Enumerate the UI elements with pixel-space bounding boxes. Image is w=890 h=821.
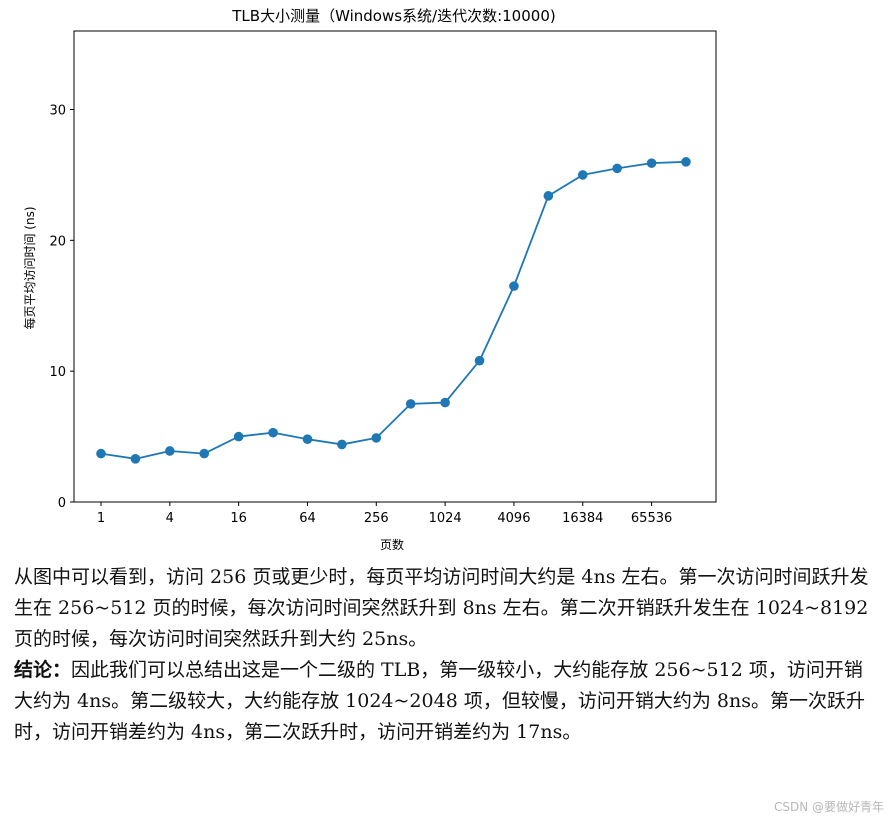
x-axis-label: 页数 [380, 537, 404, 552]
y-tick-label: 0 [58, 496, 66, 511]
data-point-marker [405, 399, 416, 409]
data-point-marker [681, 157, 691, 167]
series-layer [96, 157, 691, 464]
data-point-marker [646, 158, 657, 168]
x-tick-label: 16384 [562, 511, 603, 526]
y-tick-label: 10 [49, 365, 66, 380]
chart-title: TLB大小测量（Windows系统/迭代次数:10000) [231, 7, 555, 25]
data-point-marker [268, 427, 278, 438]
data-point-marker [474, 355, 485, 366]
x-tick-label: 1 [97, 511, 105, 526]
tlb-line-chart: TLB大小测量（Windows系统/迭代次数:10000) 0 10 20 30 1 4… [22, 7, 717, 552]
data-point-marker [612, 163, 622, 174]
conclusion-label: 结论： [14, 659, 72, 681]
x-tick-label: 64 [299, 511, 316, 526]
x-tick-label: 4 [166, 511, 174, 526]
data-point-marker [233, 431, 244, 442]
y-tick-label: 30 [49, 104, 66, 119]
y-axis: 0 10 20 30 [49, 104, 74, 511]
x-tick-label: 4096 [497, 511, 530, 526]
data-point-marker [199, 448, 210, 459]
x-tick-label: 16 [230, 511, 247, 526]
conclusion-paragraph: 结论：因此我们可以总结出这是一个二级的 TLB，第一级较小，大约能存放 256~… [14, 655, 874, 748]
conclusion-body: 因此我们可以总结出这是一个二级的 TLB，第一级较小，大约能存放 256~512… [14, 659, 865, 743]
data-point-marker [302, 434, 313, 445]
data-point-marker [543, 191, 554, 201]
csdn-watermark: CSDN @要做好青年 [773, 800, 884, 814]
data-point-marker [96, 448, 106, 459]
x-tick-label: 65536 [631, 511, 672, 526]
x-tick-label: 1024 [429, 511, 462, 526]
data-point-marker [509, 281, 519, 291]
plot-area-frame [73, 30, 717, 503]
x-axis: 1 4 16 64 256 1024 4096 16384 65536 [97, 502, 672, 526]
x-tick-label: 256 [364, 511, 389, 526]
data-point-marker [165, 446, 175, 456]
data-point-marker [371, 433, 382, 443]
data-point-marker [130, 454, 141, 464]
series-line [100, 160, 687, 460]
article-text: 从图中可以看到，访问 256 页或更少时，每页平均访问时间大约是 4ns 左右。… [14, 562, 874, 748]
y-axis-label: 每页平均访问时间 (ns) [22, 206, 37, 329]
analysis-paragraph: 从图中可以看到，访问 256 页或更少时，每页平均访问时间大约是 4ns 左右。… [14, 566, 869, 650]
data-point-marker [337, 439, 347, 450]
data-point-marker [577, 170, 588, 180]
y-tick-label: 20 [49, 234, 66, 249]
data-point-marker [440, 397, 450, 408]
